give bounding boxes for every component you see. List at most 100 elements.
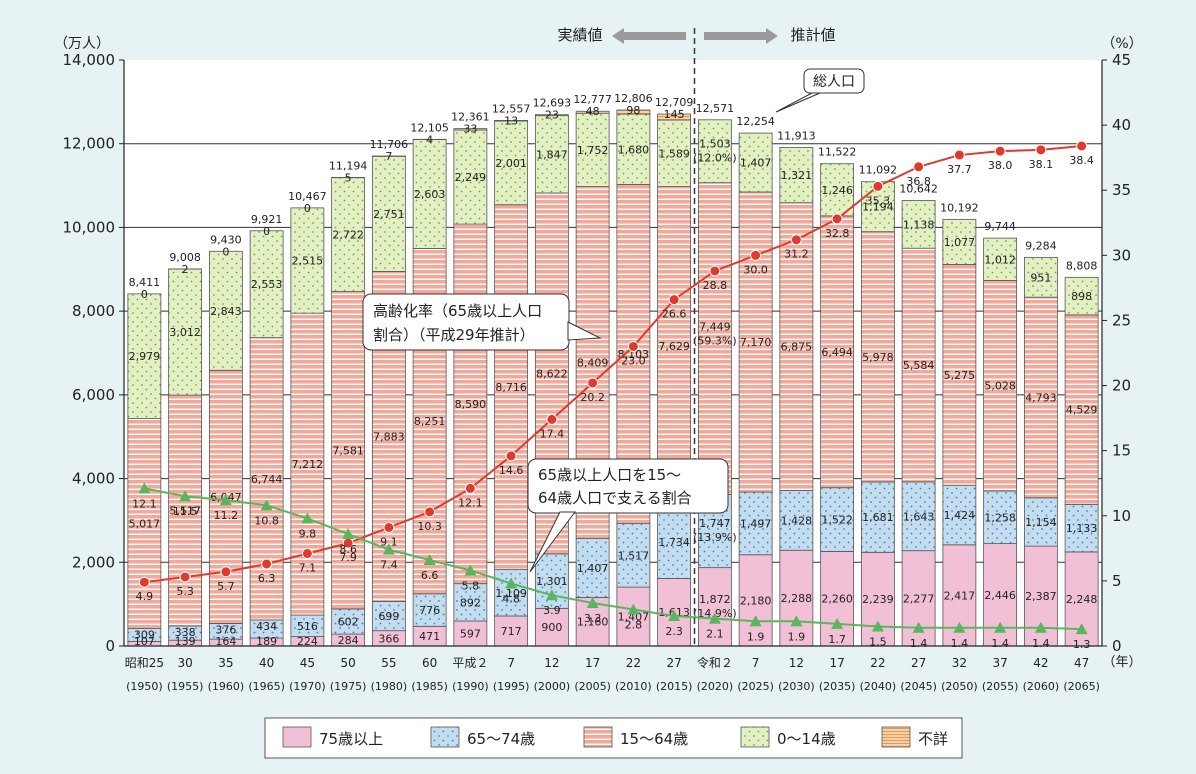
y-right-tick-label: 15 <box>1112 442 1131 460</box>
x-tick-year: (1965) <box>248 680 285 693</box>
segment-label-65-74: 1,643 <box>903 510 935 523</box>
support-ratio-label: 2.1 <box>706 628 724 641</box>
total-label: 12,693 <box>533 97 572 110</box>
legend-swatch <box>431 727 459 747</box>
aging-rate-label: 6.3 <box>258 572 276 585</box>
segment-label-65-74: 338 <box>175 626 196 639</box>
legend-label: 65～74歳 <box>467 730 535 748</box>
total-label: 12,709 <box>655 96 694 109</box>
segment-label-0-14: 2,515 <box>292 255 324 268</box>
x-tick-label: 17 <box>585 656 600 670</box>
y-right-tick-label: 35 <box>1112 181 1131 199</box>
x-tick-year: (2030) <box>778 680 815 693</box>
segment-label-15-64: 5,584 <box>903 359 935 372</box>
legend-label: 不詳 <box>918 730 948 748</box>
support-ratio-label: 12.1 <box>132 497 157 510</box>
total-label: 10,467 <box>288 190 327 203</box>
x-tick-label: 令和２ <box>697 655 733 670</box>
x-tick-label: 27 <box>666 656 681 670</box>
segment-label-0-14: 1,321 <box>781 169 813 182</box>
segment-label-75plus: 366 <box>378 632 399 645</box>
x-tick-label: 47 <box>1074 656 1089 670</box>
x-tick-year: (2050) <box>941 680 978 693</box>
header-projection: 推計値 <box>790 26 835 44</box>
segment-label-65-74: 1,407 <box>577 562 609 575</box>
y-left-tick-label: 10,000 <box>63 218 116 236</box>
segment-label-65-74: 699 <box>378 610 399 623</box>
segment-label-unknown: 7 <box>385 150 392 163</box>
segment-label-65-74: 1,428 <box>781 514 813 527</box>
x-tick-label: 42 <box>1033 656 1048 670</box>
support-ratio-label: 1.4 <box>991 637 1009 650</box>
support-ratio-label: 1.4 <box>910 637 928 650</box>
segment-label-0-14: 2,249 <box>455 171 487 184</box>
aging-rate-label: 37.7 <box>947 163 972 176</box>
segment-label-75plus: 717 <box>501 625 522 638</box>
aging-rate-label: 23.0 <box>621 354 646 367</box>
x-tick-year: (1985) <box>411 680 448 693</box>
support-ratio-label: 1.9 <box>788 630 806 643</box>
segment-label-65-74: 1,497 <box>740 517 772 530</box>
segment-label-75plus: 284 <box>338 634 359 647</box>
segment-label-15-64: 5,017 <box>129 518 161 531</box>
support-ratio-label: 3.3 <box>584 612 602 625</box>
callout-total-text: 総人口 <box>813 74 855 90</box>
segment-label-75plus: 2,288 <box>781 592 813 605</box>
x-tick-year: (2000) <box>534 680 571 693</box>
y-left-tick-label: 4,000 <box>72 470 115 488</box>
support-ratio-label: 5.8 <box>462 579 480 592</box>
segment-label-65-74: 376 <box>215 623 236 636</box>
aging-rate-label: 12.1 <box>458 496 483 509</box>
support-ratio-label: 11.5 <box>173 505 198 518</box>
segment-label-65-74: 776 <box>419 604 440 617</box>
aging-rate-point <box>751 250 761 260</box>
aging-rate-point <box>832 214 842 224</box>
total-label: 8,411 <box>129 276 161 289</box>
x-tick-label: 22 <box>626 656 641 670</box>
segment-label-75plus: 471 <box>419 630 440 643</box>
segment-label-0-14: 951 <box>1030 271 1051 284</box>
segment-label-0-14: 2,603 <box>414 188 446 201</box>
segment-label-15-64: 6,875 <box>781 341 813 354</box>
aging-rate-label: 28.8 <box>703 279 728 292</box>
total-label: 12,571 <box>696 102 735 115</box>
x-tick-label: 50 <box>340 656 355 670</box>
aging-rate-point <box>873 181 883 191</box>
segment-label-15-64: 8,622 <box>536 367 568 380</box>
x-tick-year: (2040) <box>860 680 897 693</box>
segment-label-65-74: 1,522 <box>821 514 853 527</box>
segment-label-unknown: 0 <box>222 245 229 258</box>
aging-rate-label: 38.0 <box>988 159 1013 172</box>
total-label: 12,361 <box>451 111 490 124</box>
x-tick-label: 35 <box>218 656 233 670</box>
x-tick-year: (2065) <box>1063 680 1100 693</box>
segment-label-75plus: 2,260 <box>821 593 853 606</box>
y-right-tick-label: 5 <box>1112 572 1122 590</box>
segment-label-0-14: 2,722 <box>332 229 364 242</box>
y-left-tick-label: 8,000 <box>72 302 115 320</box>
segment-label-75plus: 597 <box>460 628 481 641</box>
support-ratio-label: 1.3 <box>1073 638 1091 651</box>
segment-label-unknown: 2 <box>182 263 189 276</box>
callout-support-text: 64歳人口で支える割合 <box>538 489 692 507</box>
aging-rate-point <box>1036 145 1046 155</box>
segment-label-0-14: 2,843 <box>210 305 242 318</box>
y-right-tick-label: 10 <box>1112 507 1131 525</box>
aging-rate-point <box>506 451 516 461</box>
total-label: 11,706 <box>370 138 409 151</box>
segment-label-0-14: 1,503 <box>699 137 731 150</box>
segment-label-15-64: 7,581 <box>332 444 364 457</box>
aging-rate-point <box>914 162 924 172</box>
x-tick-label: 60 <box>422 656 437 670</box>
support-ratio-label: 4.8 <box>502 592 520 605</box>
total-label: 12,254 <box>736 115 775 128</box>
segment-label-65-74: 1,133 <box>1066 522 1098 535</box>
aging-rate-label: 5.3 <box>176 585 194 598</box>
segment-label-15-64: 7,212 <box>292 458 324 471</box>
total-label: 9,430 <box>210 233 242 246</box>
y-right-tick-label: 40 <box>1112 116 1131 134</box>
segment-label-75plus: 900 <box>541 621 562 634</box>
header-actual: 実績値 <box>557 26 602 44</box>
segment-label-0-14: 1,847 <box>536 148 568 161</box>
